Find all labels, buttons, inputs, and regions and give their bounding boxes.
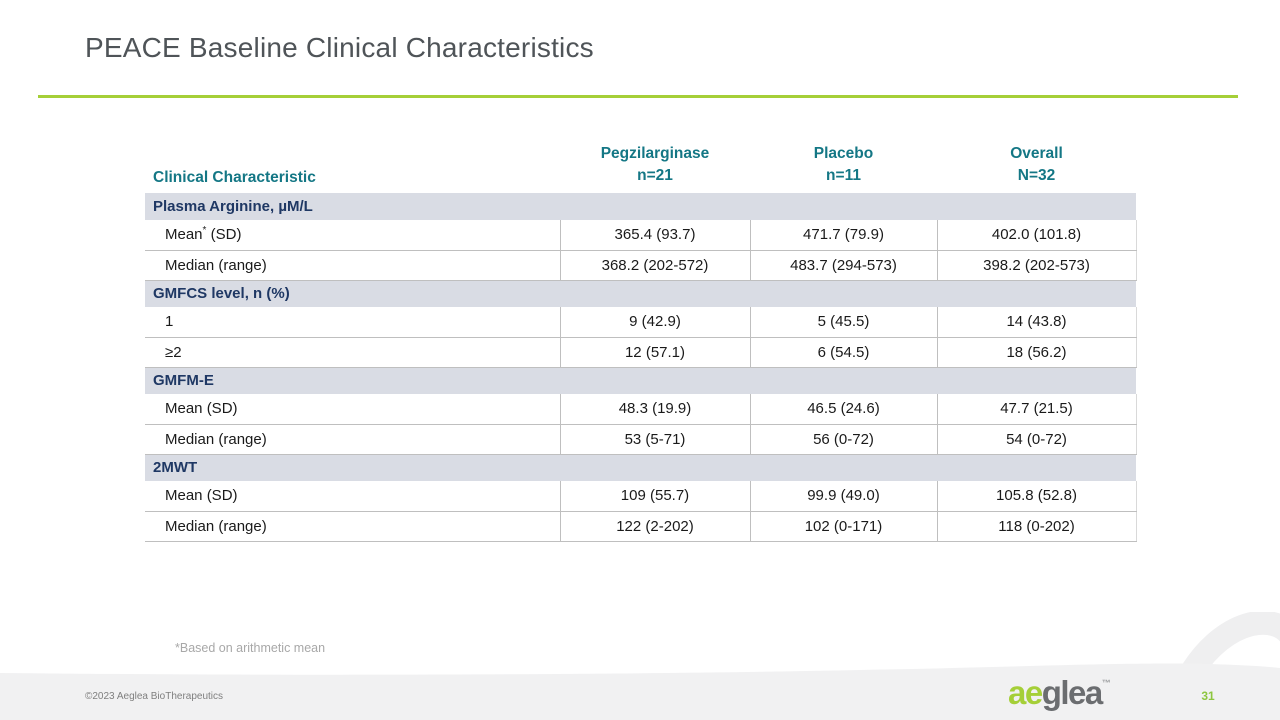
value-cell: 5 (45.5) <box>749 307 937 338</box>
page-title: PEACE Baseline Clinical Characteristics <box>85 32 594 63</box>
value-cell: 18 (56.2) <box>936 337 1137 368</box>
section-header: GMFM-E <box>145 367 1136 394</box>
row-label: Mean* (SD) <box>145 220 560 251</box>
value-cell: 471.7 (79.9) <box>749 220 937 251</box>
value-cell: 53 (5-71) <box>559 424 750 455</box>
value-cell: 54 (0-72) <box>936 424 1137 455</box>
page-number: 31 <box>1201 689 1215 703</box>
value-cell: 102 (0-171) <box>749 511 937 542</box>
row-label: Median (range) <box>145 424 560 455</box>
row-label: 1 <box>145 307 560 338</box>
row-label: ≥2 <box>145 337 560 368</box>
column-header-line2: n=21 <box>637 167 673 184</box>
row-label: Mean (SD) <box>145 481 560 512</box>
value-cell: 14 (43.8) <box>936 307 1137 338</box>
copyright-text: ©2023 Aeglea BioTherapeutics <box>85 691 224 702</box>
value-cell: 122 (2-202) <box>559 511 750 542</box>
swoosh-icon <box>1182 612 1280 677</box>
table-body: Plasma Arginine, µM/L Mean* (SD) 365.4 (93… <box>145 193 1137 542</box>
table-row: Mean* (SD) 365.4 (93.7) 471.7 (79.9) 402.0 … <box>145 220 1137 251</box>
section-row: GMFCS level, n (%) <box>145 280 1136 307</box>
aeglea-logo: aeglea™ <box>1008 667 1111 709</box>
value-cell: 99.9 (49.0) <box>749 481 937 512</box>
table-row: Median (range) 368.2 (202-572) 483.7 (294-… <box>145 250 1137 281</box>
logo-ae: ae <box>1008 674 1043 711</box>
value-cell: 118 (0-202) <box>936 511 1137 542</box>
row-label: Median (range) <box>145 511 560 542</box>
column-header-pegzilarginase: Pegzilarginase n=21 <box>560 143 750 193</box>
column-header-line2: N=32 <box>1017 167 1056 184</box>
column-header-line1: Pegzilarginase <box>600 145 710 162</box>
section-row: Plasma Arginine, µM/L <box>145 193 1136 220</box>
table-header-row: Clinical Characteristic Pegzilarginase n… <box>145 143 1136 193</box>
row-label: Mean (SD) <box>145 394 560 425</box>
column-header-line1: Overall <box>1010 145 1063 162</box>
value-cell: 365.4 (93.7) <box>559 220 750 251</box>
column-header-overall: Overall N=32 <box>937 143 1136 193</box>
logo-trademark: ™ <box>1101 678 1111 688</box>
title-divider-rule <box>38 95 1238 98</box>
section-header: Plasma Arginine, µM/L <box>145 193 1136 220</box>
row-label: Median (range) <box>145 250 560 281</box>
value-cell: 12 (57.1) <box>559 337 750 368</box>
table-row: Median (range) 122 (2-202) 102 (0-171) 118 … <box>145 511 1137 542</box>
section-row: 2MWT <box>145 454 1136 481</box>
value-cell: 6 (54.5) <box>749 337 937 368</box>
value-cell: 402.0 (101.8) <box>936 220 1137 251</box>
value-cell: 46.5 (24.6) <box>749 394 937 425</box>
section-header: 2MWT <box>145 454 1136 481</box>
value-cell: 483.7 (294-573) <box>749 250 937 281</box>
value-cell: 9 (42.9) <box>559 307 750 338</box>
footnote: *Based on arithmetic mean <box>175 641 326 655</box>
table-row: Mean (SD) 48.3 (19.9) 46.5 (24.6) 47.7 (21.… <box>145 394 1137 425</box>
section-row: GMFM-E <box>145 367 1136 394</box>
value-cell: 105.8 (52.8) <box>936 481 1137 512</box>
value-cell: 56 (0-72) <box>749 424 937 455</box>
footer-wave-graphic <box>0 612 1280 720</box>
value-cell: 398.2 (202-573) <box>936 250 1137 281</box>
section-header: GMFCS level, n (%) <box>145 280 1136 307</box>
table-row: Median (range) 53 (5-71) 56 (0-72) 54 (0-72… <box>145 424 1137 455</box>
column-header-line1: Placebo <box>813 145 874 162</box>
table-row: ≥2 12 (57.1) 6 (54.5) 18 (56.2) <box>145 337 1137 368</box>
value-cell: 48.3 (19.9) <box>559 394 750 425</box>
table-row: Mean (SD) 109 (55.7) 99.9 (49.0) 105.8 (52.… <box>145 481 1137 512</box>
column-header-line2: n=11 <box>826 167 861 184</box>
clinical-characteristics-table: Clinical Characteristic Pegzilarginase n… <box>145 143 1137 542</box>
value-cell: 47.7 (21.5) <box>936 394 1137 425</box>
column-header-characteristic: Clinical Characteristic <box>153 169 316 186</box>
column-header-placebo: Placebo n=11 <box>750 143 937 193</box>
value-cell: 368.2 (202-572) <box>559 250 750 281</box>
logo-glea: glea <box>1041 674 1104 711</box>
value-cell: 109 (55.7) <box>559 481 750 512</box>
